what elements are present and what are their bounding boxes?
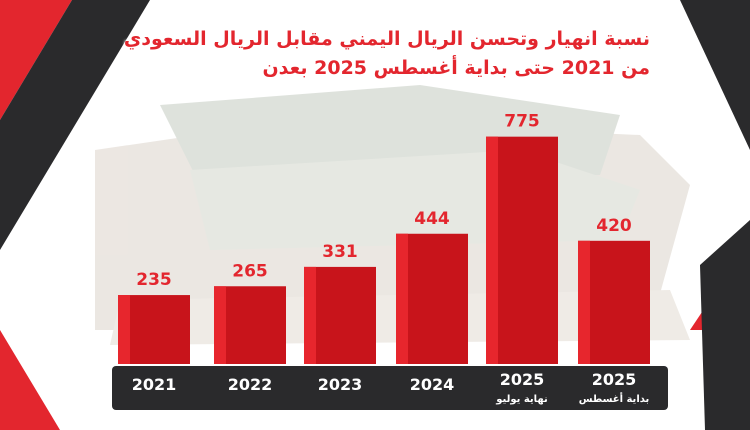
x-tick-sublabel-5: نهاية يوليو	[495, 394, 548, 405]
bar-highlight-3	[304, 266, 316, 364]
corner-ribbon-dark	[0, 0, 150, 250]
right-ribbon-dark	[680, 0, 750, 150]
data-label-1: 235	[136, 270, 172, 290]
bar-highlight-5	[486, 136, 498, 364]
bar-highlight-4	[396, 233, 408, 364]
data-label-6: 420	[596, 216, 632, 236]
bar-highlight-1	[118, 295, 130, 364]
data-label-4: 444	[414, 209, 450, 229]
data-label-2: 265	[232, 261, 268, 281]
chart-subtitle: من 2021 حتى بداية أغسطس 2025 بعدن	[262, 57, 650, 79]
bar-highlight-2	[214, 286, 226, 364]
right-ribbon-dark-low	[700, 220, 750, 430]
chart-title: نسبة انهيار وتحسن الريال اليمني مقابل ال…	[123, 28, 650, 50]
x-tick-label-6: 2025	[592, 370, 637, 389]
x-tick-sublabel-6: بداية أغسطس	[579, 392, 650, 405]
x-tick-label-3: 2023	[318, 375, 363, 394]
x-tick-label-5: 2025	[500, 370, 545, 389]
x-axis-band	[112, 366, 668, 410]
bottom-left-ribbon	[0, 330, 60, 430]
data-label-5: 775	[504, 112, 540, 132]
bar-highlight-6	[578, 240, 590, 364]
x-tick-label-2: 2022	[228, 375, 273, 394]
x-tick-label-1: 2021	[132, 375, 177, 394]
data-label-3: 331	[322, 242, 358, 262]
x-tick-label-4: 2024	[410, 375, 455, 394]
